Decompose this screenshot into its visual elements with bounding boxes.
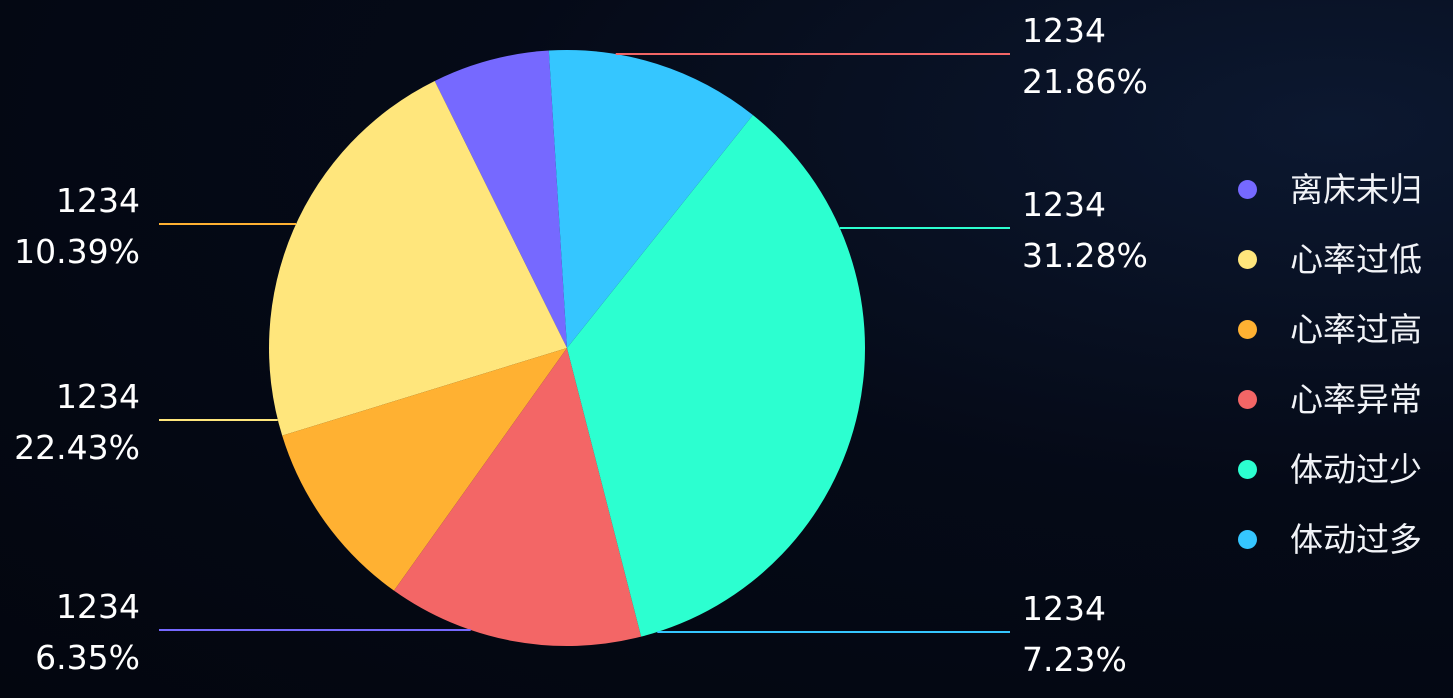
- pie-slice[interactable]: [269, 80, 567, 436]
- slice-value-label: 1234: [56, 181, 140, 220]
- slice-percent-label: 31.28%: [1022, 236, 1148, 275]
- slice-value-label: 1234: [1022, 589, 1106, 628]
- slice-percent-label: 10.39%: [14, 232, 140, 271]
- pie-slice[interactable]: [548, 50, 753, 348]
- slice-percent-label: 6.35%: [35, 638, 140, 677]
- pie-slices: [269, 50, 866, 647]
- legend-item[interactable]: 心率过低: [1238, 238, 1422, 281]
- pie-slice[interactable]: [394, 348, 642, 647]
- legend-item[interactable]: 体动过多: [1238, 518, 1422, 561]
- legend-item[interactable]: 体动过少: [1238, 448, 1422, 491]
- legend-marker: [1238, 460, 1257, 479]
- slice-percent-label: 7.23%: [1022, 640, 1127, 679]
- legend-marker: [1238, 530, 1257, 549]
- legend-item[interactable]: 心率过高: [1238, 308, 1422, 351]
- slice-value-label: 1234: [56, 377, 140, 416]
- legend-label: 体动过少: [1290, 450, 1422, 489]
- leader-lines: [159, 53, 1010, 633]
- legend-item[interactable]: 心率异常: [1238, 378, 1422, 421]
- legend-marker: [1238, 180, 1257, 199]
- legend: 离床未归 心率过低 心率过高 心率异常 体动过少 体动过多: [1238, 168, 1422, 561]
- pie-slice[interactable]: [434, 50, 567, 349]
- legend-marker: [1238, 320, 1257, 339]
- legend-label: 体动过多: [1290, 520, 1422, 559]
- legend-label: 离床未归: [1290, 170, 1422, 209]
- legend-label: 心率过低: [1290, 240, 1422, 279]
- legend-marker: [1238, 250, 1257, 269]
- slice-value-label: 1234: [56, 587, 140, 626]
- slice-value-label: 1234: [1022, 185, 1106, 224]
- slice-percent-label: 21.86%: [1022, 62, 1148, 101]
- legend-label: 心率过高: [1290, 310, 1422, 349]
- slice-percent-label: 22.43%: [14, 428, 140, 467]
- legend-item[interactable]: 离床未归: [1238, 168, 1422, 211]
- legend-label: 心率异常: [1290, 380, 1422, 419]
- legend-marker: [1238, 390, 1257, 409]
- slice-labels: 1234 6.35% 1234 22.43% 1234 10.39% 1234 21.86% 1…: [14, 11, 1148, 679]
- pie-slice[interactable]: [282, 348, 567, 591]
- slice-value-label: 1234: [1022, 11, 1106, 50]
- pie-slice[interactable]: [567, 115, 866, 637]
